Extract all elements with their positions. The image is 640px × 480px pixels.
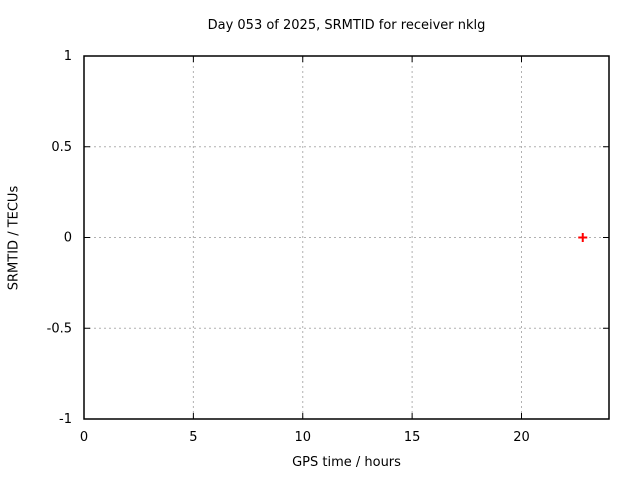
x-tick-label: 5 (189, 430, 197, 445)
y-tick-label: -0.5 (47, 321, 72, 336)
y-tick-label: 0.5 (51, 140, 72, 155)
x-tick-label: 15 (404, 430, 421, 445)
x-axis-label: GPS time / hours (292, 455, 401, 470)
y-tick-label: 0 (64, 231, 72, 246)
chart-title: Day 053 of 2025, SRMTID for receiver nkl… (207, 18, 486, 33)
x-tick-label: 10 (294, 430, 311, 445)
x-tick-label: 20 (513, 430, 530, 445)
x-tick-label: 0 (80, 430, 88, 445)
y-tick-label: 1 (64, 49, 72, 64)
y-tick-label: -1 (59, 412, 72, 427)
